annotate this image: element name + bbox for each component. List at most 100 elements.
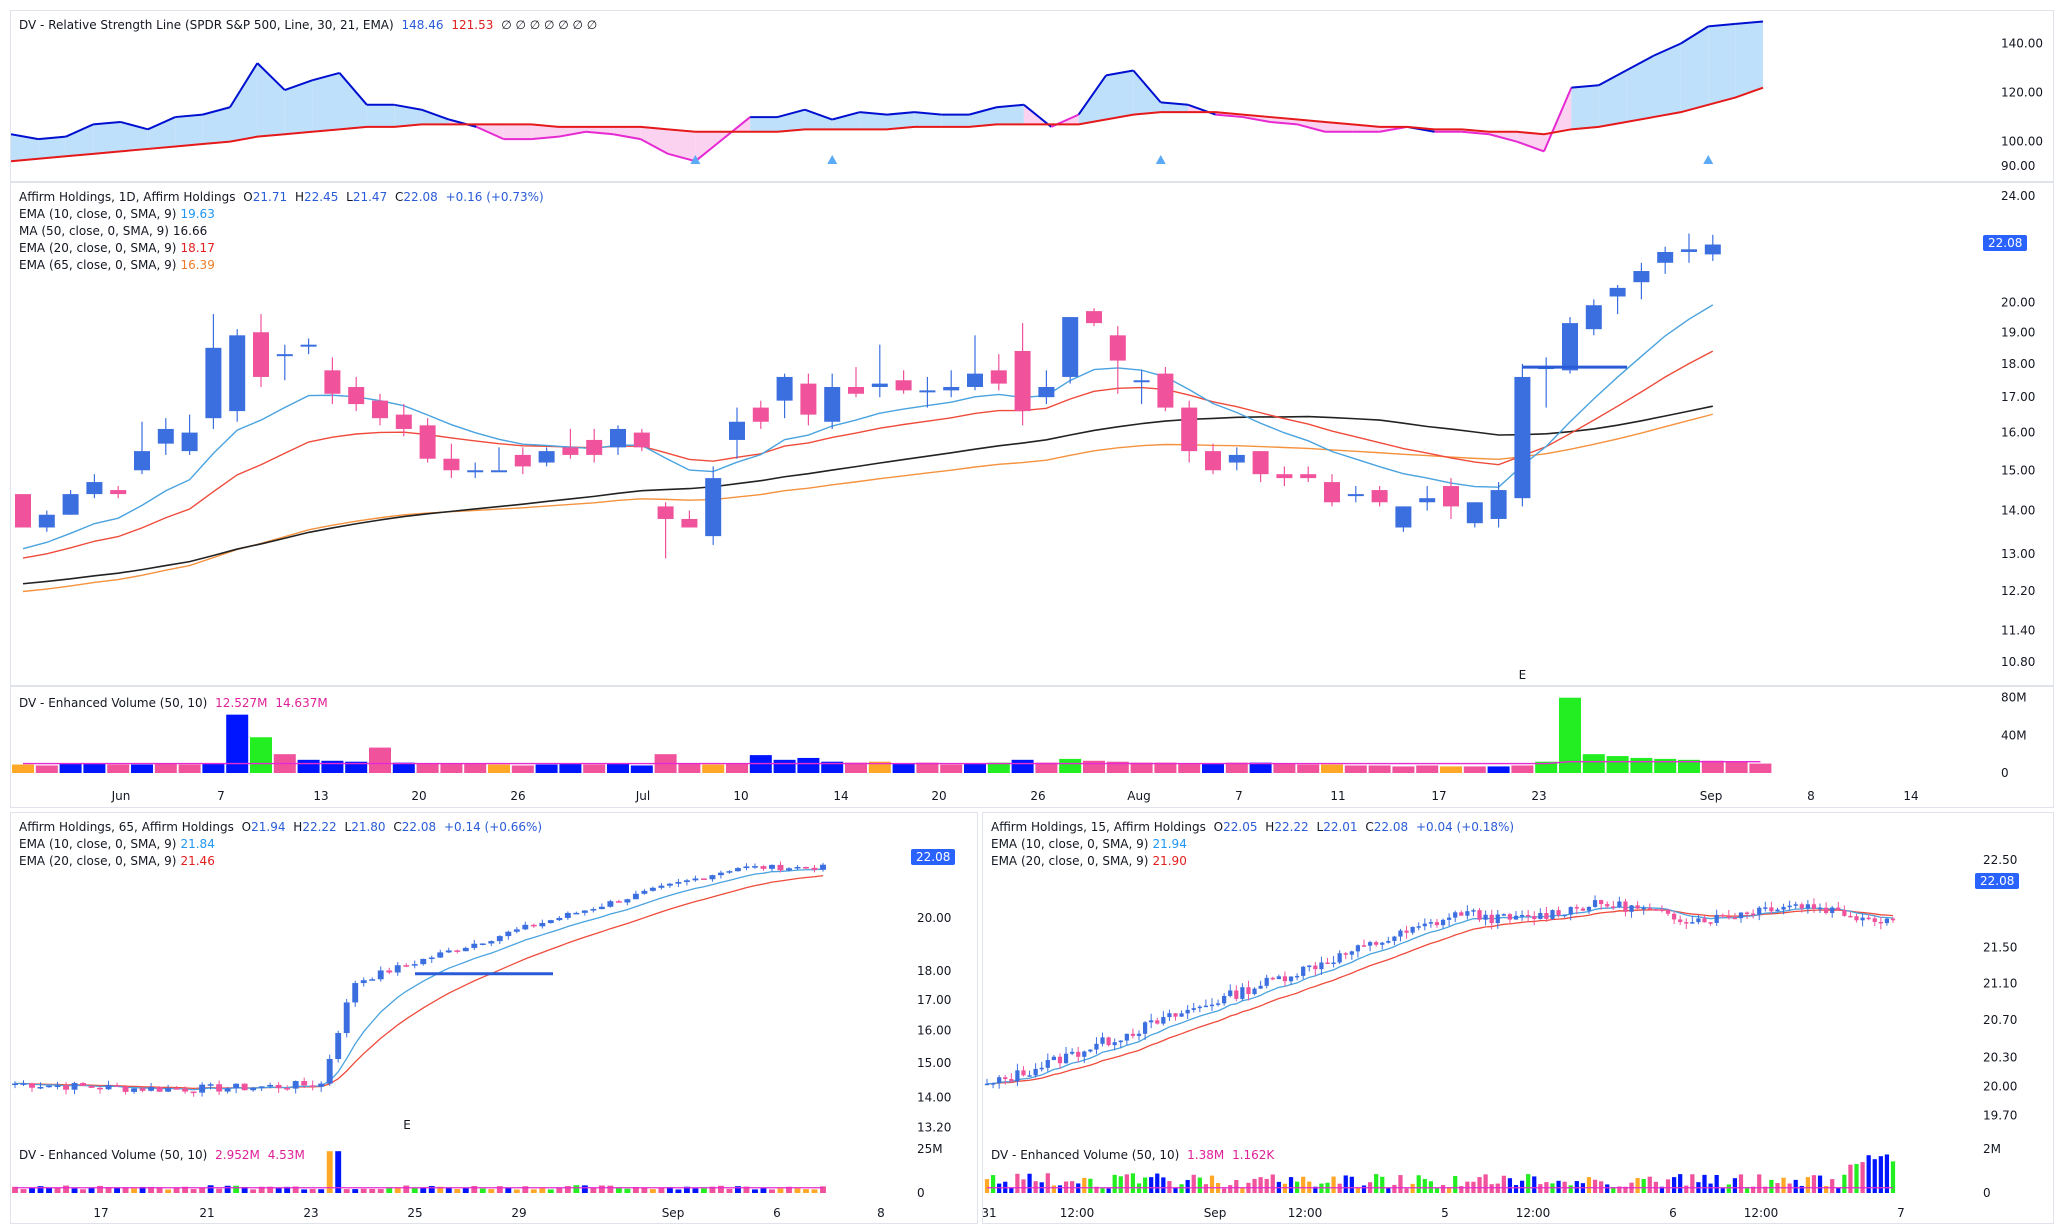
candle-body <box>1205 451 1221 471</box>
candle-body <box>110 490 127 495</box>
intraday-candle-body <box>794 866 801 869</box>
intraday-candle-body <box>1027 1075 1032 1077</box>
intraday-volume-bar <box>250 1189 257 1193</box>
intraday-volume-bar <box>1532 1176 1537 1193</box>
rs-line-segment <box>777 108 806 119</box>
intraday-volume-bar <box>1124 1174 1129 1193</box>
intraday-15-chart[interactable]: 22.50 21.50 21.10 20.70 20.30 20.00 19.70 2M 0 31… <box>983 813 2054 1224</box>
intraday-candle-body <box>1836 907 1841 911</box>
intraday-volume-bar <box>1142 1177 1148 1193</box>
intraday-candle-body <box>1775 909 1780 912</box>
intraday-volume-bar <box>1507 1178 1513 1193</box>
intraday-volume-bar <box>1684 1185 1689 1193</box>
intraday-candle-body <box>1665 909 1671 914</box>
intraday-candle-body <box>1021 1070 1026 1076</box>
rs-fill-segment <box>38 136 66 159</box>
intraday-candle-body <box>1246 987 1251 995</box>
intraday-candle-body <box>607 901 614 907</box>
rs-line-segment <box>886 111 915 116</box>
intraday-volume-bar <box>1538 1184 1543 1193</box>
intraday-candle-body <box>547 920 554 924</box>
intraday-candle-body <box>343 1002 350 1034</box>
intraday-candle-body <box>522 924 529 930</box>
rs-chart[interactable]: 140.00 120.00 100.00 90.00 <box>11 11 2054 182</box>
candle-body <box>562 447 579 455</box>
intraday-volume-bar <box>1763 1186 1768 1193</box>
intraday-15-pane: Affirm Holdings, 15, Affirm Holdings O22… <box>982 812 2054 1224</box>
intraday-candle-body <box>156 1087 163 1092</box>
volume-bar <box>1225 762 1248 773</box>
intraday-volume-bar <box>301 1189 308 1193</box>
candle-body <box>157 428 174 444</box>
rs-fill-segment <box>1133 70 1161 115</box>
br-volume-avg: 1.162K <box>1232 1148 1275 1162</box>
ohlc-high: 22.45 <box>303 190 339 204</box>
intraday-volume-bar <box>1045 1173 1050 1193</box>
volume-bar <box>1559 697 1581 773</box>
rs-line-segment <box>694 138 724 162</box>
daily-candlestick-chart[interactable]: E 24.00 20.00 19.00 18.00 17.00 16.00 15.00 14.0… <box>11 183 2054 686</box>
candle-body <box>586 439 603 455</box>
rs-line-segment <box>667 152 696 163</box>
candle-body <box>1609 287 1626 297</box>
rs-legend-value: 148.46 <box>401 18 444 32</box>
intraday-candle-body <box>284 1088 291 1090</box>
candle-body <box>990 370 1007 384</box>
candle-body <box>1514 376 1531 499</box>
intraday-candle-body <box>1884 918 1890 924</box>
bl-volume-legend: DV - Enhanced Volume (50, 10) 2.952M 4.5… <box>19 1147 309 1164</box>
intraday-volume-bar <box>309 1188 316 1193</box>
intraday-volume-bar <box>1112 1174 1117 1193</box>
rs-fill-segment <box>613 126 641 140</box>
volume-bar <box>1511 765 1534 773</box>
intraday-candle-body <box>1538 912 1543 920</box>
volume-bar <box>250 737 272 773</box>
intraday-volume-bar <box>1209 1175 1215 1193</box>
intraday-candle-body <box>1507 914 1513 920</box>
date-axis-tick: 13 <box>313 789 328 803</box>
intraday-volume-bar <box>386 1188 393 1193</box>
rs-signal-marker <box>1703 155 1714 164</box>
rs-line-segment <box>831 111 860 121</box>
volume-axis-tick: 80M <box>2001 691 2027 705</box>
intraday-date-tick: 23 <box>303 1206 318 1220</box>
intraday-65-chart[interactable]: 20.00 18.00 17.00 16.00 15.00 14.00 13.20 25M 0 1… <box>11 813 978 1224</box>
intraday-candle-body <box>241 1083 248 1091</box>
volume-bar <box>1392 766 1415 773</box>
candle-body <box>1443 486 1459 507</box>
daily-legend: Affirm Holdings, 1D, Affirm Holdings O21… <box>19 189 548 274</box>
intraday-candle-body <box>1878 921 1883 924</box>
intraday-volume-bar <box>752 1189 758 1193</box>
daily-volume-chart[interactable]: 80M 40M 0 Jun 7 13 20 26 Jul 10 14 20 26 Aug 7 11 17 23 Se… <box>11 687 2054 808</box>
intraday-volume-bar <box>1094 1186 1099 1193</box>
volume-bar <box>916 762 939 773</box>
intraday-volume-bar <box>573 1185 580 1193</box>
intraday-candle-body <box>29 1083 35 1088</box>
rs-line-segment <box>1571 84 1599 89</box>
intraday-date-tick: 12:00 <box>1060 1206 1095 1220</box>
intraday-volume-bar <box>1355 1187 1361 1193</box>
candle-body <box>752 407 769 422</box>
intraday-candle-body <box>1428 922 1433 924</box>
intraday-candle-body <box>148 1087 155 1091</box>
intraday-candle-body <box>1240 987 1245 999</box>
intraday-volume-bar <box>1009 1188 1014 1193</box>
candle-body <box>1300 474 1317 479</box>
intraday-candle-body <box>1793 904 1798 906</box>
intraday-volume-bar <box>820 1186 826 1193</box>
intraday-volume-bar <box>1842 1174 1847 1193</box>
intraday-volume-bar <box>1240 1187 1245 1193</box>
intraday-volume-bar <box>1611 1187 1616 1193</box>
rs-line-segment <box>1077 74 1107 116</box>
bl-volume-avg: 4.53M <box>267 1148 305 1162</box>
intraday-candle-body <box>1173 1013 1178 1017</box>
intraday-volume-bar <box>1453 1176 1458 1193</box>
intraday-candle-body <box>1647 907 1652 910</box>
intraday-volume-bar <box>709 1186 716 1193</box>
volume-bar <box>511 765 534 773</box>
volume-bar <box>1368 765 1391 773</box>
intraday-volume-bar <box>46 1187 52 1193</box>
bl-open: 21.94 <box>251 820 286 834</box>
rs-line-segment <box>1132 69 1162 104</box>
intraday-candle-body <box>1477 910 1482 920</box>
